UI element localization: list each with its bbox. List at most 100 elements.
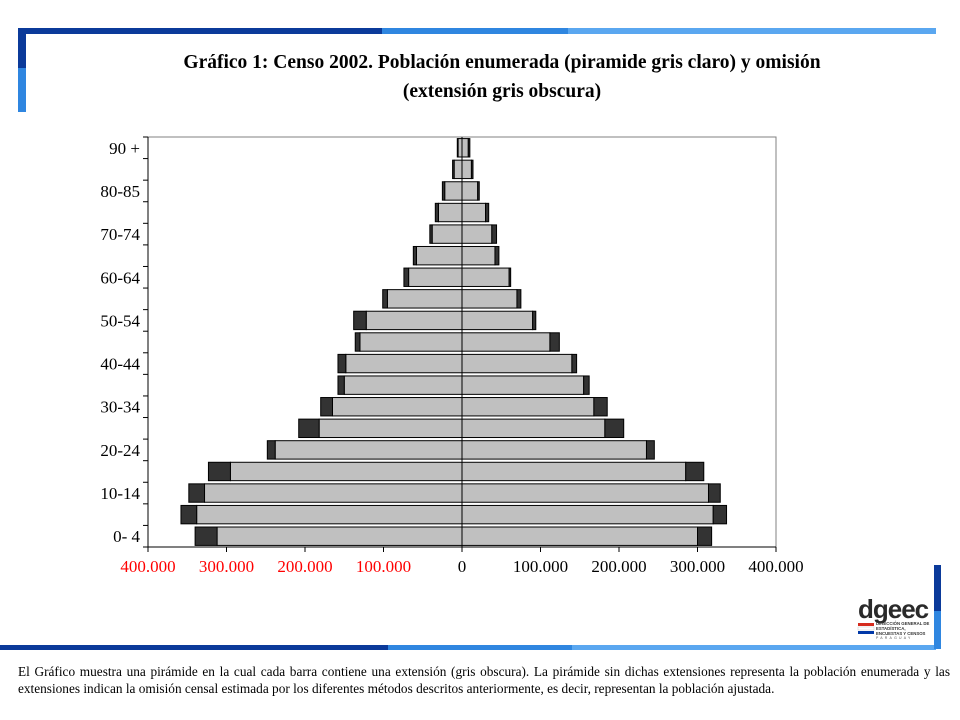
top-rule-pale	[568, 28, 936, 34]
bar-right-enumerated	[461, 332, 551, 352]
bar-right-omission	[470, 159, 474, 180]
x-tick-marks	[147, 546, 777, 552]
bar-right-enumerated	[461, 353, 573, 374]
y-tick-label: 60-64	[100, 268, 140, 287]
y-tick-label: 0- 4	[113, 527, 140, 546]
right-bar-dark	[934, 565, 941, 611]
bar-right-enumerated	[461, 181, 479, 201]
bar-left-enumerated	[343, 375, 463, 395]
logo-wordmark: dgeec	[858, 594, 929, 624]
bar-right-omission	[494, 245, 500, 266]
x-tick-label: 200.000	[277, 557, 332, 576]
bottom-rule-dark	[0, 645, 388, 650]
left-bar-light	[18, 68, 26, 112]
bar-left-omission	[412, 245, 417, 266]
bar-left-enumerated	[415, 245, 463, 266]
x-tick-label: 100.000	[513, 557, 568, 576]
bar-left-enumerated	[359, 332, 463, 352]
bar-right-omission	[583, 375, 590, 395]
bar-right-omission	[516, 289, 522, 309]
caption-paragraph: El Gráfico muestra una pirámide en la cu…	[18, 664, 950, 696]
bar-right-omission	[593, 397, 608, 417]
bar-right-omission	[604, 418, 625, 439]
bar-left-omission	[337, 375, 345, 395]
bar-right-omission	[467, 138, 471, 158]
bar-right-enumerated	[461, 267, 510, 287]
bar-left-enumerated	[437, 202, 463, 223]
x-tick-label: 400.000	[120, 557, 175, 576]
y-tick-label: 80-85	[100, 182, 140, 201]
bar-left-enumerated	[331, 397, 463, 417]
right-bar-light	[934, 611, 941, 649]
x-tick-label: 200.000	[591, 557, 646, 576]
bottom-rule-pale	[572, 645, 936, 650]
y-tick-label: 70-74	[100, 225, 140, 244]
bar-right-enumerated	[461, 504, 714, 525]
y-tick-label: 50-54	[100, 311, 140, 330]
bar-right-enumerated	[461, 375, 585, 395]
logo-flag-icon	[857, 623, 875, 634]
left-bar-dark	[18, 28, 26, 68]
chart-title-line1: Gráfico 1: Censo 2002. Población enumera…	[183, 52, 821, 73]
bar-left-omission	[434, 202, 439, 223]
bar-left-enumerated	[365, 310, 463, 331]
bar-left-omission	[207, 461, 231, 482]
bar-left-omission	[298, 418, 320, 439]
bar-left-omission	[188, 483, 206, 503]
bar-left-omission	[382, 289, 388, 309]
x-tick-label: 300.000	[670, 557, 725, 576]
bar-right-enumerated	[461, 526, 698, 546]
bar-right-enumerated	[461, 159, 472, 180]
bar-left-omission	[180, 504, 198, 525]
bar-right-enumerated	[461, 440, 647, 460]
bars-group	[180, 138, 728, 546]
bar-left-omission	[456, 138, 459, 158]
bar-left-omission	[320, 397, 333, 417]
bar-left-enumerated	[444, 181, 463, 201]
bar-left-enumerated	[216, 526, 463, 546]
bar-right-enumerated	[461, 418, 606, 439]
chart-title: Gráfico 1: Censo 2002. Población enumera…	[78, 48, 926, 106]
bar-left-enumerated	[453, 159, 463, 180]
chart-title-line2: (extensión gris obscura)	[402, 81, 602, 102]
bar-left-enumerated	[204, 483, 463, 503]
bar-right-enumerated	[461, 245, 496, 266]
bottom-rule-light	[388, 645, 572, 650]
x-tick-label: 100.000	[356, 557, 411, 576]
bar-right-omission	[712, 504, 728, 525]
bar-right-enumerated	[461, 397, 595, 417]
bar-left-enumerated	[274, 440, 463, 460]
bar-left-omission	[194, 526, 218, 546]
bar-right-enumerated	[461, 202, 487, 223]
bar-left-enumerated	[345, 353, 463, 374]
bar-left-omission	[429, 224, 433, 244]
bar-right-enumerated	[461, 461, 687, 482]
y-tick-label: 10-14	[100, 484, 140, 503]
y-tick-label: 90 +	[109, 139, 140, 158]
x-tick-label: 0	[458, 557, 467, 576]
bar-left-enumerated	[196, 504, 463, 525]
bar-left-enumerated	[386, 289, 463, 309]
bar-left-omission	[403, 267, 410, 287]
bar-right-omission	[485, 202, 490, 223]
bar-left-enumerated	[457, 138, 463, 158]
bar-left-omission	[452, 159, 455, 180]
bar-right-omission	[549, 332, 560, 352]
top-rule-dark	[18, 28, 382, 34]
bar-left-omission	[353, 310, 367, 331]
bar-right-enumerated	[461, 138, 469, 158]
top-rule-light	[382, 28, 568, 34]
bar-left-omission	[266, 440, 276, 460]
bar-right-omission	[685, 461, 705, 482]
x-tick-label: 400.000	[748, 557, 803, 576]
bar-right-omission	[491, 224, 498, 244]
dgeec-logo: dgeec DIRECCIÓN GENERAL DE ESTADÍSTICA, …	[856, 594, 932, 642]
bar-right-enumerated	[461, 310, 534, 331]
bar-right-omission	[645, 440, 655, 460]
y-tick-label: 40-44	[100, 355, 140, 374]
bar-right-omission	[532, 310, 537, 331]
bar-right-enumerated	[461, 224, 493, 244]
bar-right-omission	[571, 353, 578, 374]
